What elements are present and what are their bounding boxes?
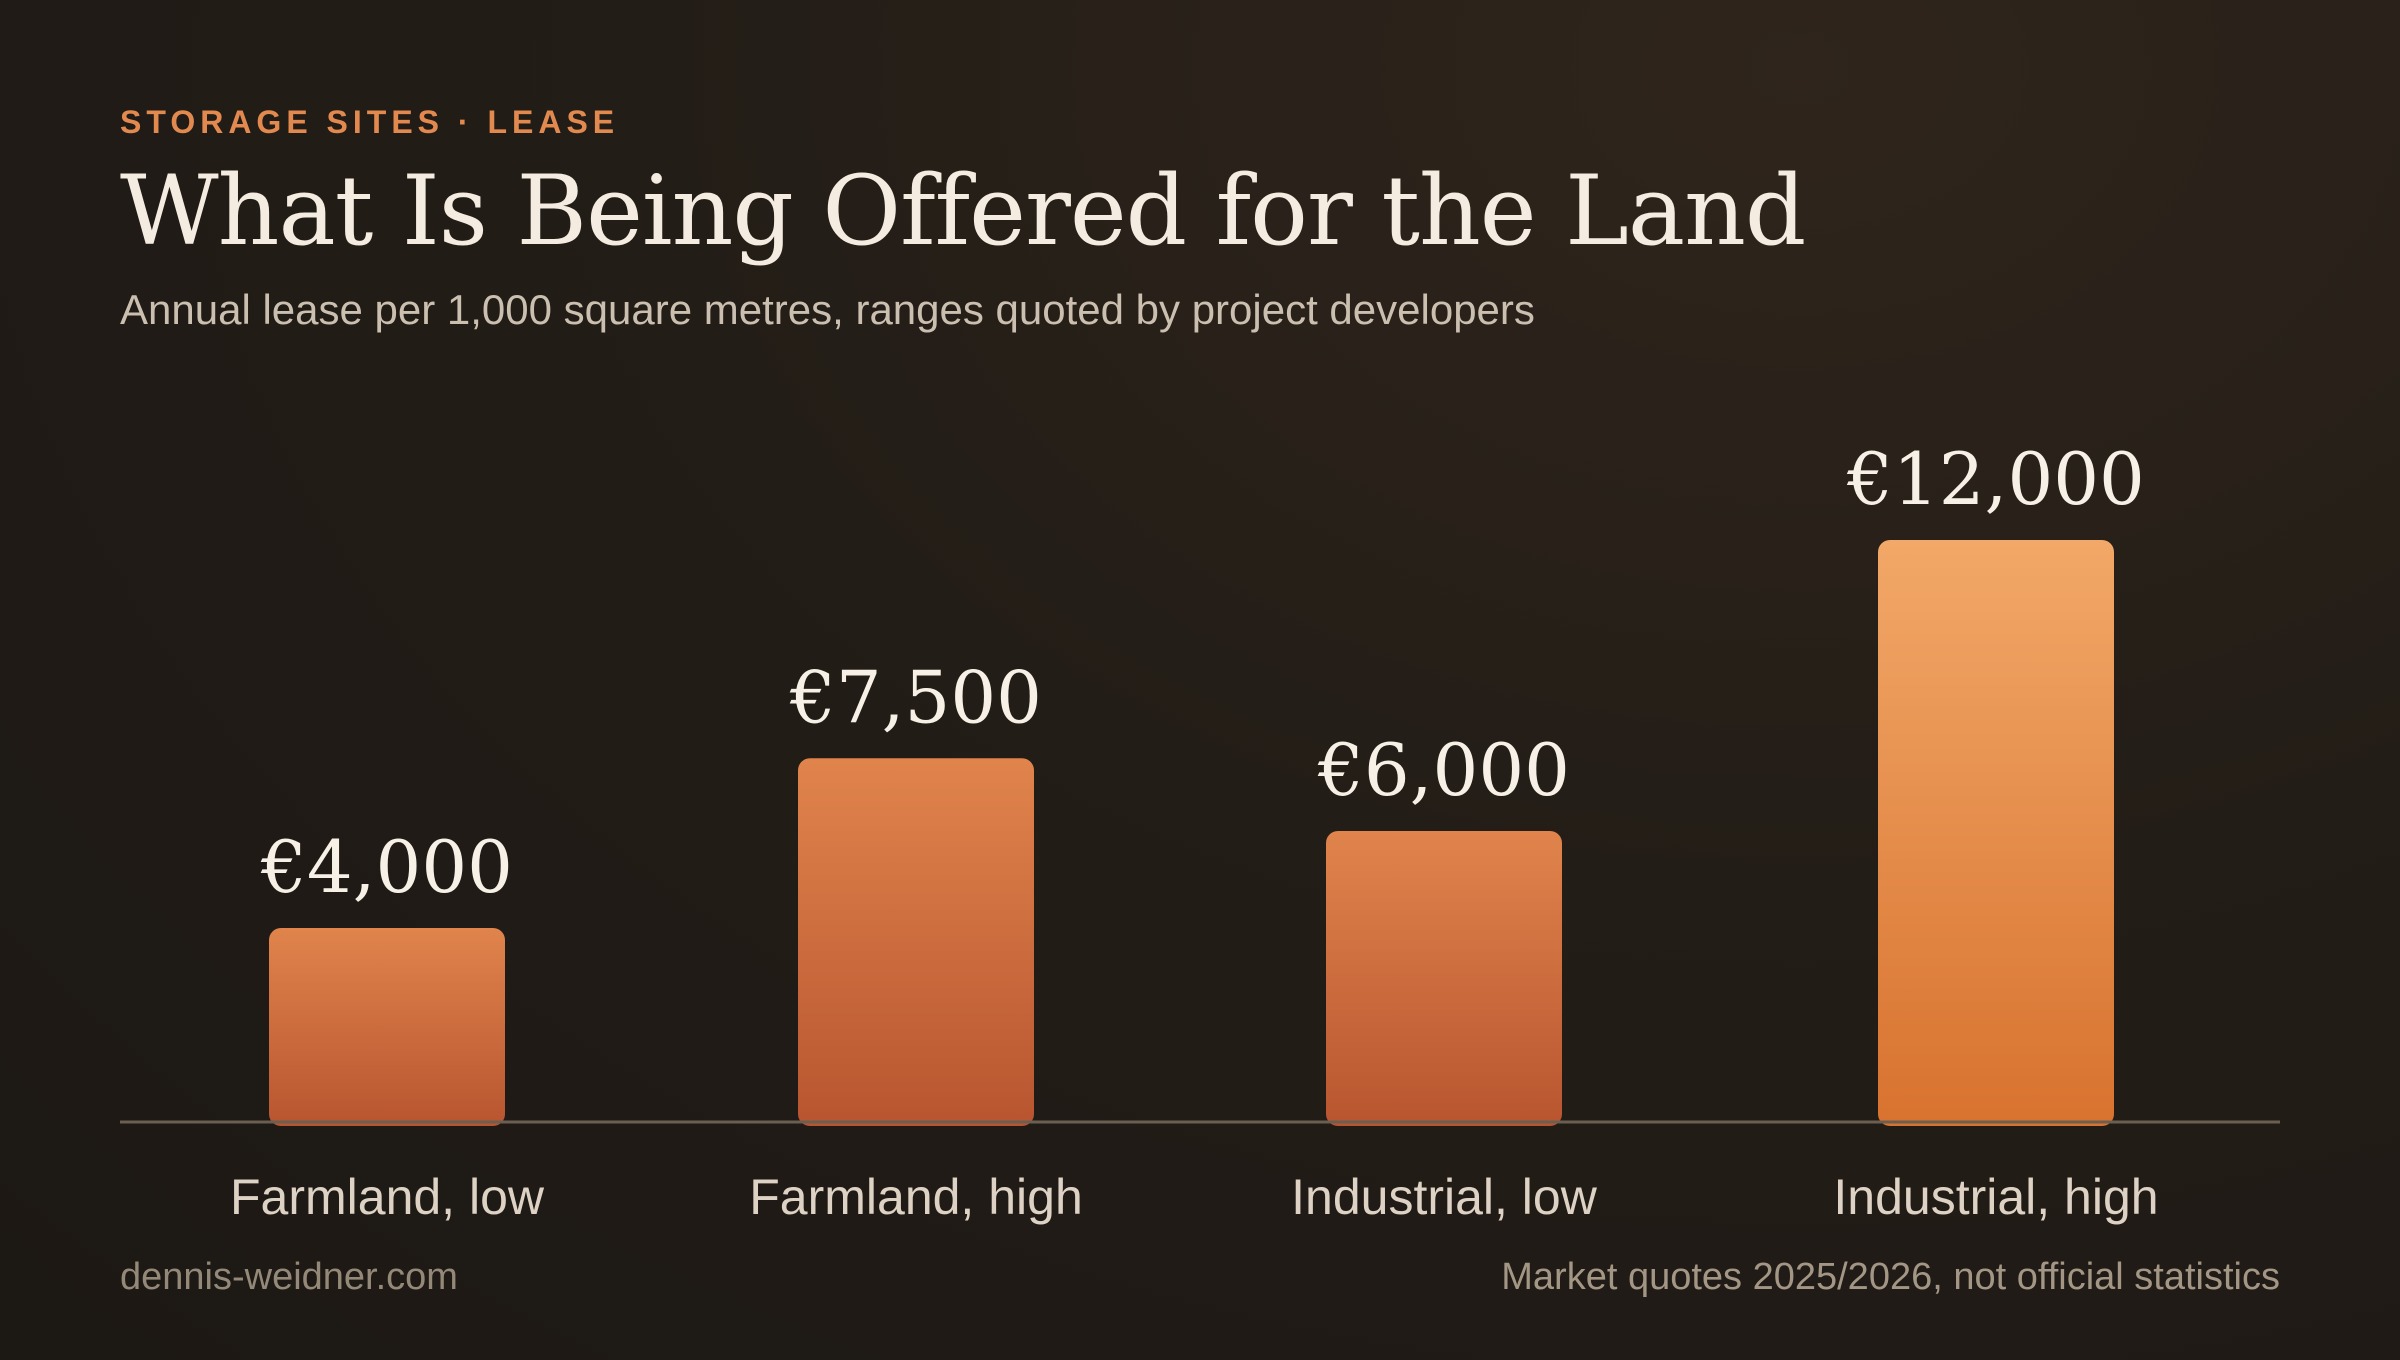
bar-value-label-3: €12,000 bbox=[1846, 437, 2145, 521]
category-label-2: Industrial, low bbox=[1291, 1169, 1598, 1225]
bar-value-label-0: €4,000 bbox=[260, 825, 513, 909]
bar-2 bbox=[1326, 831, 1562, 1126]
bar-3 bbox=[1878, 540, 2114, 1126]
chart-title: What Is Being Offered for the Land bbox=[120, 155, 1806, 267]
bar-0 bbox=[269, 928, 505, 1126]
bar-value-label-1: €7,500 bbox=[789, 655, 1042, 739]
footer-note: Market quotes 2025/2026, not official st… bbox=[1501, 1256, 2280, 1298]
chart-eyebrow: STORAGE SITES · LEASE bbox=[120, 104, 620, 140]
footer-source: dennis-weidner.com bbox=[120, 1256, 458, 1298]
category-label-0: Farmland, low bbox=[230, 1169, 545, 1225]
bar-value-label-2: €6,000 bbox=[1317, 728, 1570, 812]
bar-1 bbox=[798, 758, 1034, 1126]
category-label-3: Industrial, high bbox=[1833, 1169, 2158, 1225]
chart-subtitle: Annual lease per 1,000 square metres, ra… bbox=[120, 286, 1535, 333]
category-label-1: Farmland, high bbox=[749, 1169, 1083, 1225]
